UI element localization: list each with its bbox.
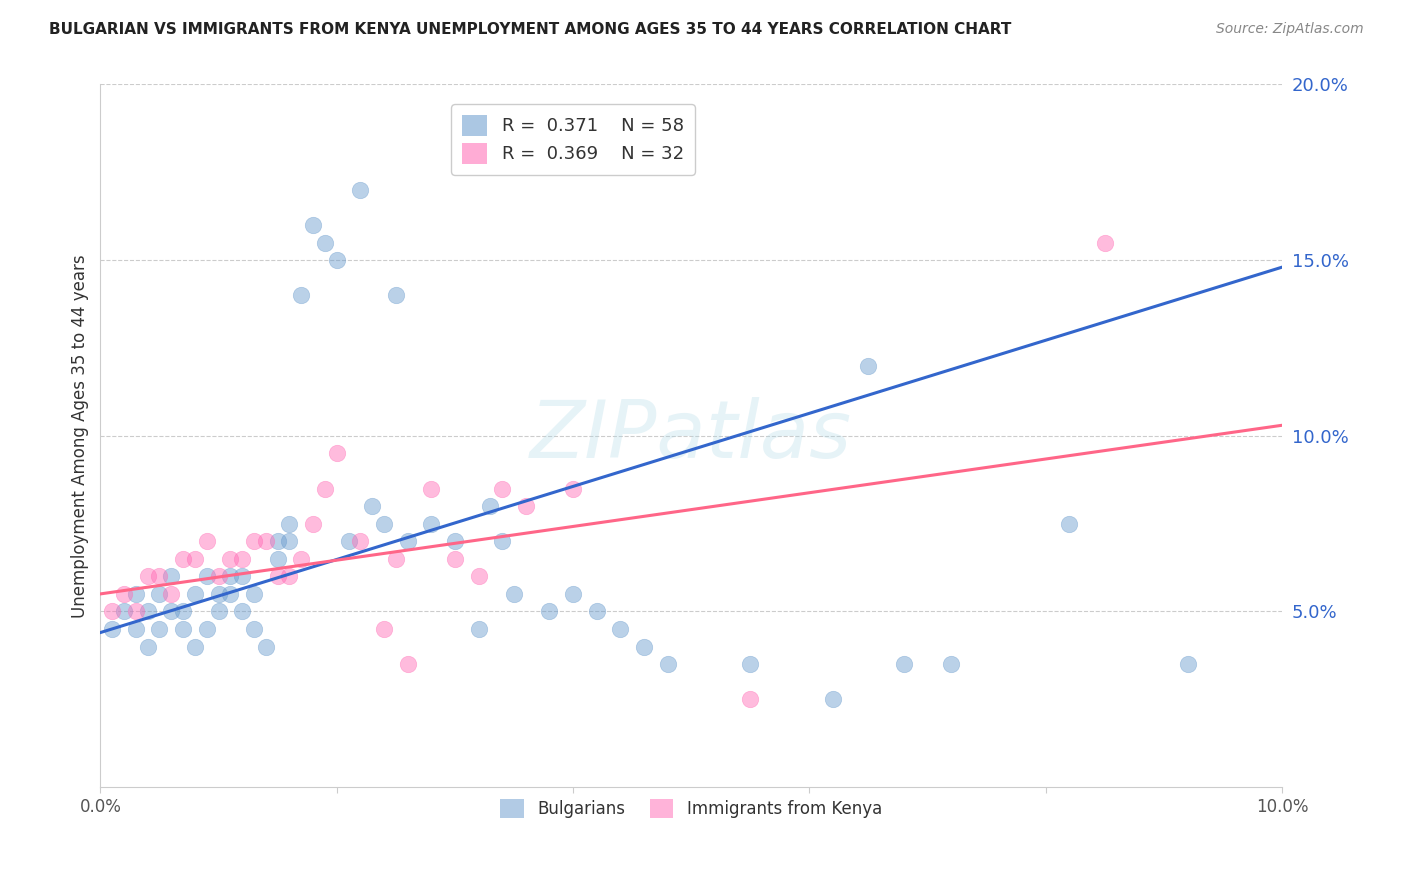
Point: [396, 657, 419, 672]
Point: [562, 587, 585, 601]
Point: [396, 534, 419, 549]
Point: [941, 657, 963, 672]
Point: [740, 657, 762, 672]
Point: [1177, 657, 1199, 672]
Point: [858, 359, 880, 373]
Point: [420, 482, 443, 496]
Point: [479, 499, 502, 513]
Point: [266, 551, 288, 566]
Point: [657, 657, 679, 672]
Point: [302, 516, 325, 531]
Point: [160, 569, 183, 583]
Point: [349, 183, 371, 197]
Point: [243, 622, 266, 636]
Point: [195, 534, 218, 549]
Legend: Bulgarians, Immigrants from Kenya: Bulgarians, Immigrants from Kenya: [494, 792, 889, 824]
Point: [893, 657, 915, 672]
Point: [101, 622, 124, 636]
Point: [231, 605, 253, 619]
Point: [444, 551, 467, 566]
Point: [740, 692, 762, 706]
Point: [184, 640, 207, 654]
Point: [219, 551, 242, 566]
Point: [314, 482, 336, 496]
Point: [325, 253, 347, 268]
Point: [361, 499, 384, 513]
Point: [384, 288, 406, 302]
Point: [219, 569, 242, 583]
Point: [373, 622, 395, 636]
Point: [349, 534, 371, 549]
Point: [562, 482, 585, 496]
Point: [538, 605, 561, 619]
Point: [112, 587, 135, 601]
Point: [1059, 516, 1081, 531]
Point: [314, 235, 336, 250]
Point: [125, 622, 148, 636]
Point: [609, 622, 631, 636]
Point: [136, 569, 159, 583]
Point: [219, 587, 242, 601]
Point: [278, 516, 301, 531]
Point: [243, 587, 266, 601]
Point: [112, 605, 135, 619]
Point: [231, 551, 253, 566]
Point: [384, 551, 406, 566]
Point: [148, 587, 170, 601]
Point: [125, 605, 148, 619]
Point: [184, 587, 207, 601]
Point: [491, 482, 513, 496]
Y-axis label: Unemployment Among Ages 35 to 44 years: Unemployment Among Ages 35 to 44 years: [72, 254, 89, 617]
Point: [821, 692, 844, 706]
Point: [231, 569, 253, 583]
Point: [160, 587, 183, 601]
Point: [585, 605, 607, 619]
Point: [302, 218, 325, 232]
Point: [290, 551, 312, 566]
Point: [254, 534, 277, 549]
Point: [467, 622, 489, 636]
Point: [207, 569, 229, 583]
Point: [195, 622, 218, 636]
Point: [420, 516, 443, 531]
Point: [195, 569, 218, 583]
Point: [172, 605, 194, 619]
Point: [266, 569, 288, 583]
Point: [160, 605, 183, 619]
Point: [444, 534, 467, 549]
Point: [290, 288, 312, 302]
Point: [125, 587, 148, 601]
Text: BULGARIAN VS IMMIGRANTS FROM KENYA UNEMPLOYMENT AMONG AGES 35 TO 44 YEARS CORREL: BULGARIAN VS IMMIGRANTS FROM KENYA UNEMP…: [49, 22, 1011, 37]
Point: [278, 534, 301, 549]
Point: [172, 622, 194, 636]
Point: [503, 587, 526, 601]
Point: [172, 551, 194, 566]
Point: [633, 640, 655, 654]
Point: [207, 605, 229, 619]
Point: [1094, 235, 1116, 250]
Point: [373, 516, 395, 531]
Point: [337, 534, 360, 549]
Point: [515, 499, 537, 513]
Point: [184, 551, 207, 566]
Point: [254, 640, 277, 654]
Point: [136, 605, 159, 619]
Text: Source: ZipAtlas.com: Source: ZipAtlas.com: [1216, 22, 1364, 37]
Point: [278, 569, 301, 583]
Point: [136, 640, 159, 654]
Point: [243, 534, 266, 549]
Point: [266, 534, 288, 549]
Point: [325, 446, 347, 460]
Point: [207, 587, 229, 601]
Point: [491, 534, 513, 549]
Point: [148, 569, 170, 583]
Text: ZIPatlas: ZIPatlas: [530, 397, 852, 475]
Point: [101, 605, 124, 619]
Point: [148, 622, 170, 636]
Point: [467, 569, 489, 583]
